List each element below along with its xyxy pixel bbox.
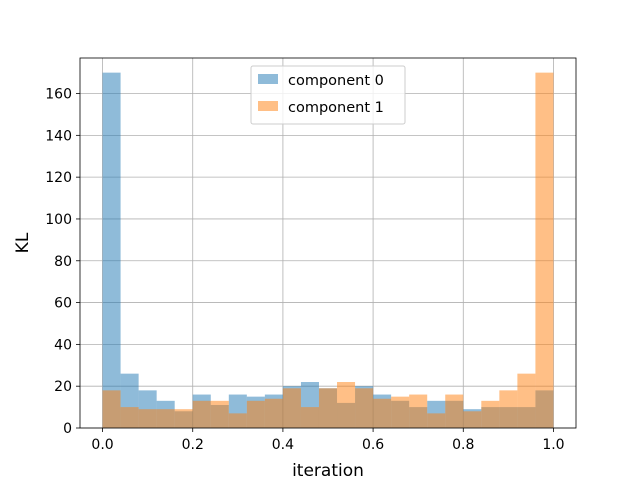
y-tick-label-1: 20 xyxy=(54,379,72,395)
x-tick-label-3: 0.6 xyxy=(362,437,384,453)
bar-series-1-bin-0 xyxy=(102,390,121,428)
bar-series-1-bin-24 xyxy=(535,72,554,429)
y-tick-label-4: 80 xyxy=(54,254,72,270)
legend-swatch-component-0 xyxy=(258,74,278,84)
bar-series-1-bin-15 xyxy=(373,398,392,428)
bar-series-1-bin-13 xyxy=(337,382,356,428)
y-tick-label-6: 120 xyxy=(45,170,72,186)
x-tick-label-4: 0.8 xyxy=(452,437,474,453)
bar-series-1-bin-7 xyxy=(228,413,247,428)
bar-series-1-bin-23 xyxy=(517,373,536,428)
bar-series-1-bin-19 xyxy=(445,394,464,428)
bar-series-1-bin-20 xyxy=(463,411,482,428)
x-axis-ticks: 0.0 0.2 0.4 0.6 0.8 1.0 xyxy=(91,428,565,453)
bar-series-1-bin-4 xyxy=(174,409,193,428)
y-tick-label-0: 0 xyxy=(63,421,72,437)
bar-series-0-bin-0 xyxy=(102,72,121,429)
histogram-bars xyxy=(102,72,554,429)
y-axis-ticks: 0 20 40 60 80 100 120 140 160 xyxy=(45,87,80,437)
plot-area-frame xyxy=(79,57,577,429)
y-tick-label-7: 140 xyxy=(45,128,72,144)
x-tick-label-0: 0.0 xyxy=(91,437,113,453)
bar-series-1-bin-17 xyxy=(409,394,428,428)
legend-label-component-0: component 0 xyxy=(288,73,384,89)
legend: component 0 component 1 xyxy=(250,65,406,125)
bar-series-1-bin-21 xyxy=(481,400,500,428)
bar-series-1-bin-11 xyxy=(300,407,319,428)
bar-series-1-bin-16 xyxy=(391,396,410,428)
bar-series-1-bin-14 xyxy=(355,388,374,428)
x-tick-label-5: 1.0 xyxy=(542,437,564,453)
series-1-bars xyxy=(102,72,554,429)
bar-series-1-bin-3 xyxy=(156,409,175,428)
bar-series-1-bin-8 xyxy=(246,400,265,428)
bar-series-1-bin-9 xyxy=(264,398,283,428)
y-tick-label-3: 60 xyxy=(54,296,72,312)
x-tick-label-2: 0.4 xyxy=(272,437,294,453)
bar-series-1-bin-18 xyxy=(427,413,446,428)
y-tick-label-5: 100 xyxy=(45,212,72,228)
bar-series-1-bin-22 xyxy=(499,390,518,428)
y-axis-label: KL xyxy=(13,232,33,253)
x-axis-label: iteration xyxy=(292,461,364,480)
y-tick-label-8: 160 xyxy=(45,87,72,103)
legend-swatch-component-1 xyxy=(258,101,278,111)
y-tick-label-2: 40 xyxy=(54,337,72,353)
bar-series-1-bin-10 xyxy=(282,388,301,428)
legend-label-component-1: component 1 xyxy=(288,100,384,116)
legend-frame xyxy=(250,65,406,125)
bar-series-1-bin-6 xyxy=(210,400,229,428)
x-tick-label-1: 0.2 xyxy=(182,437,204,453)
bar-series-1-bin-2 xyxy=(138,409,157,428)
bar-series-1-bin-1 xyxy=(120,407,139,428)
bar-series-1-bin-5 xyxy=(192,400,211,428)
bar-series-1-bin-12 xyxy=(318,388,338,428)
